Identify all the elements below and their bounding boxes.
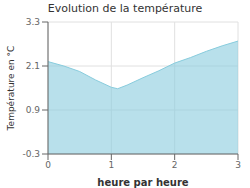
svg-text:-0.3: -0.3 [22, 149, 40, 159]
svg-text:0: 0 [45, 160, 51, 170]
svg-text:1: 1 [108, 160, 114, 170]
svg-text:2: 2 [172, 160, 178, 170]
svg-text:3.3: 3.3 [26, 18, 40, 27]
svg-text:Température en °C: Température en °C [8, 46, 16, 132]
svg-text:2.1: 2.1 [26, 61, 40, 71]
html-text:Evolution de la température: Evolution de la température [47, 2, 203, 15]
svg-text:heure par heure: heure par heure [97, 177, 188, 188]
svg-text:0.9: 0.9 [26, 105, 41, 115]
svg-text:3: 3 [235, 160, 241, 170]
